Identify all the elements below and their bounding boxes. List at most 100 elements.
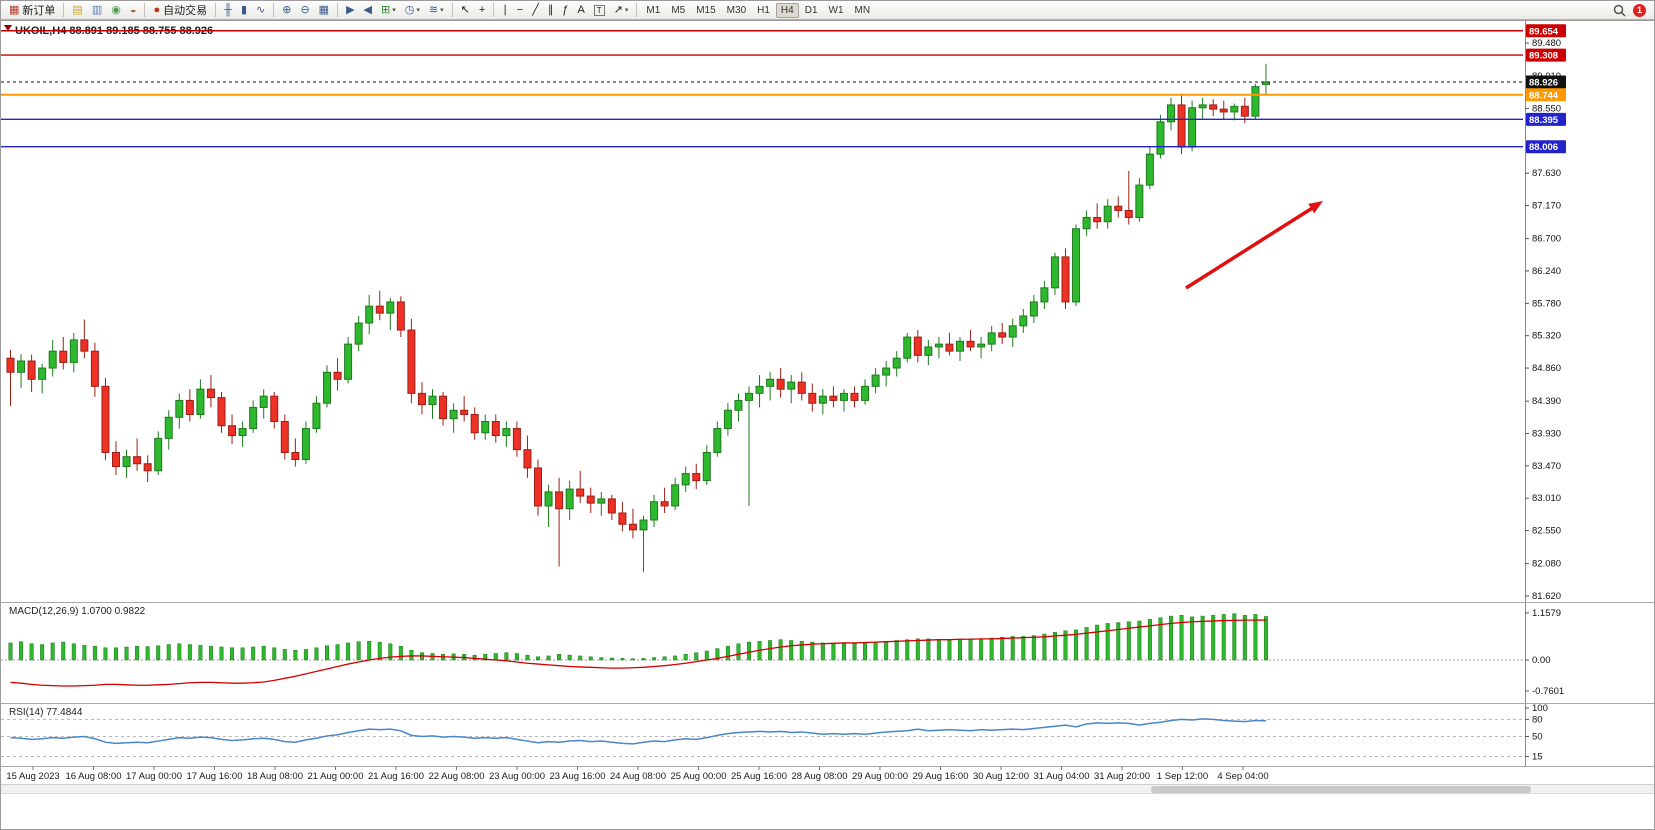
text-label-button[interactable]: T: [590, 2, 609, 18]
dropdown-caret-icon[interactable]: ▾: [624, 7, 629, 14]
time-axis-label[interactable]: 22 Aug 08:00: [429, 771, 485, 782]
time-axis-label[interactable]: 17 Aug 16:00: [187, 771, 243, 782]
time-axis-label[interactable]: 17 Aug 00:00: [126, 771, 182, 782]
line-chart-button[interactable]: ∿: [252, 2, 269, 18]
macd-histogram-bar: [789, 640, 794, 661]
time-axis-label[interactable]: 24 Aug 08:00: [610, 771, 666, 782]
candle-bullish: [259, 395, 268, 408]
price-tag-89.654: [1526, 24, 1566, 38]
timeframe-button-m30[interactable]: M30: [726, 4, 747, 16]
tile-windows-icon: ▦: [318, 3, 330, 16]
dropdown-caret-icon[interactable]: ▾: [416, 7, 420, 14]
one-click-trading-toggle[interactable]: [4, 25, 12, 31]
new-order-button[interactable]: ▦ 新订单: [5, 2, 59, 18]
time-axis-label[interactable]: 29 Aug 00:00: [852, 771, 908, 782]
timeframe-button-mn[interactable]: MN: [854, 4, 871, 16]
time-axis-label[interactable]: 25 Aug 16:00: [731, 771, 787, 782]
dropdown-caret-icon[interactable]: ▾: [392, 7, 396, 14]
candle-bearish: [407, 329, 416, 394]
arrows-button[interactable]: ↗ ▾: [610, 2, 633, 18]
candle-bullish: [639, 519, 648, 531]
time-axis-label[interactable]: 23 Aug 00:00: [489, 771, 545, 782]
time-axis-label[interactable]: 31 Aug 20:00: [1094, 771, 1150, 782]
macd-histogram-bar: [662, 656, 667, 661]
timeframe-button-d1[interactable]: D1: [804, 4, 818, 16]
time-axis-label[interactable]: 29 Aug 16:00: [913, 771, 969, 782]
macd-histogram-bar: [314, 647, 319, 661]
trend-arrow-annotation[interactable]: [1185, 205, 1315, 290]
new-chart-button[interactable]: ⊞ ▾: [377, 2, 400, 18]
macd-histogram-bar: [1031, 635, 1036, 661]
scrollbar-thumb[interactable]: [1151, 786, 1531, 793]
horizontal-scrollbar[interactable]: [1, 784, 1654, 794]
notifications-badge[interactable]: 1: [1633, 3, 1646, 17]
trendline-button[interactable]: ╱: [528, 2, 543, 18]
candle-bullish: [164, 416, 173, 439]
trend-arrow-head[interactable]: [1308, 201, 1323, 214]
macd-histogram-bar: [514, 653, 519, 661]
timeframe-button-m5[interactable]: M5: [671, 4, 686, 16]
time-axis-label[interactable]: 4 Sep 04:00: [1217, 771, 1268, 782]
zoom-out-button[interactable]: ⊖: [296, 2, 313, 18]
crosshair-button[interactable]: +: [475, 2, 489, 18]
tile-windows-button[interactable]: ▦: [315, 2, 333, 18]
macd-axis-label: 0.00: [1532, 655, 1551, 666]
macd-histogram-bar: [230, 647, 235, 661]
profiles-button[interactable]: ◷ ▾: [401, 2, 424, 18]
timeframe-button-h4[interactable]: H4: [775, 2, 799, 18]
macd-histogram-bar: [82, 645, 87, 661]
candle-bullish: [449, 409, 458, 420]
macd-histogram-bar: [947, 639, 952, 661]
market-watch-button[interactable]: ▤: [68, 2, 86, 18]
time-axis-label[interactable]: 16 Aug 08:00: [66, 771, 122, 782]
auto-scroll-button[interactable]: ▶: [342, 2, 358, 18]
candle-bullish: [1145, 153, 1154, 186]
macd-histogram-bar: [1074, 629, 1079, 661]
macd-histogram-bar: [968, 638, 973, 661]
indicators-icon: ≋: [428, 3, 439, 16]
chart-shift-button[interactable]: ◀: [360, 2, 376, 18]
macd-histogram-bar: [472, 654, 477, 661]
candle-bearish: [692, 473, 701, 482]
macd-histogram-bar: [1095, 624, 1100, 661]
dropdown-caret-icon[interactable]: ▾: [440, 7, 444, 14]
strategy-tester-button[interactable]: ◒: [126, 2, 141, 18]
time-axis-label[interactable]: 28 Aug 08:00: [792, 771, 848, 782]
search-icon[interactable]: [1613, 4, 1626, 17]
fibonacci-button[interactable]: ƒ: [558, 2, 572, 18]
macd-histogram-bar: [715, 648, 720, 661]
candle-bearish: [112, 451, 120, 468]
time-axis-label[interactable]: 21 Aug 16:00: [368, 771, 424, 782]
time-axis-label[interactable]: 30 Aug 12:00: [973, 771, 1029, 782]
time-axis-label[interactable]: 25 Aug 00:00: [671, 771, 727, 782]
time-axis-label[interactable]: 31 Aug 04:00: [1034, 771, 1090, 782]
time-axis-label[interactable]: 23 Aug 16:00: [550, 771, 606, 782]
price-tag-88.744: [1526, 88, 1566, 102]
time-axis-label[interactable]: 15 Aug 2023: [6, 771, 59, 782]
time-axis-label[interactable]: 18 Aug 08:00: [247, 771, 303, 782]
timeframe-button-w1[interactable]: W1: [828, 4, 844, 16]
candlestick-chart-button[interactable]: ▮: [237, 2, 251, 18]
timeframe-button-h1[interactable]: H1: [757, 4, 770, 16]
channel-button[interactable]: ∥: [544, 2, 558, 18]
timeframe-button-m1[interactable]: M1: [646, 4, 661, 16]
data-window-button[interactable]: ▥: [88, 2, 106, 18]
zoom-in-button[interactable]: ⊕: [278, 2, 295, 18]
cursor-button[interactable]: ↖: [457, 2, 474, 18]
rsi-axis-label: 100: [1532, 703, 1548, 714]
bar-chart-button[interactable]: ╫: [220, 2, 236, 18]
chart-area: UKOIL,H4 88.891 89.185 88.755 88.926 MAC…: [1, 20, 1654, 782]
macd-histogram-bar: [546, 655, 551, 661]
text-button[interactable]: A: [573, 2, 588, 18]
autotrading-button[interactable]: ● 自动交易: [149, 2, 211, 18]
time-axis-label[interactable]: 21 Aug 00:00: [308, 771, 364, 782]
vertical-line-button[interactable]: ∣: [498, 2, 512, 18]
navigator-button[interactable]: ◉: [107, 2, 125, 18]
indicators-button[interactable]: ≋ ▾: [425, 2, 448, 18]
time-axis-label[interactable]: 1 Sep 12:00: [1157, 771, 1208, 782]
candle-bullish: [249, 406, 258, 430]
macd-histogram-bar: [114, 647, 118, 661]
macd-histogram-bar: [1169, 615, 1173, 661]
timeframe-button-m15[interactable]: M15: [696, 4, 716, 16]
horizontal-line-button[interactable]: −: [513, 2, 527, 18]
